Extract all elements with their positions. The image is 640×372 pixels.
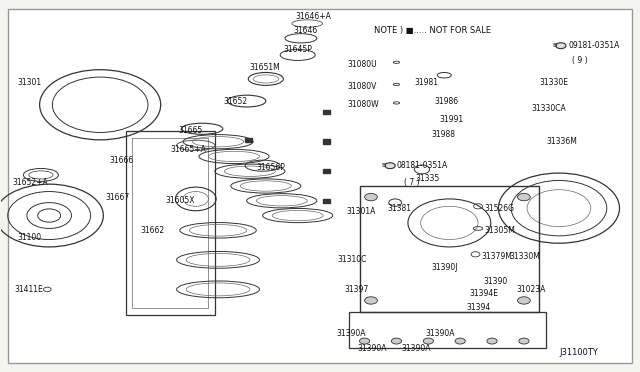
Bar bbox=[323, 140, 330, 144]
Text: 31390A: 31390A bbox=[401, 344, 431, 353]
Text: 31646+A: 31646+A bbox=[296, 12, 332, 21]
Text: 31381: 31381 bbox=[387, 203, 411, 213]
Circle shape bbox=[365, 193, 378, 201]
Text: 31646: 31646 bbox=[293, 26, 317, 35]
Text: 31100: 31100 bbox=[17, 233, 42, 242]
Text: 31080U: 31080U bbox=[348, 60, 377, 69]
Text: 31394E: 31394E bbox=[469, 289, 498, 298]
Text: 31394: 31394 bbox=[467, 303, 491, 312]
Circle shape bbox=[385, 163, 395, 169]
Bar bbox=[125, 131, 215, 315]
Text: 31665+A: 31665+A bbox=[170, 145, 206, 154]
Text: 31651M: 31651M bbox=[250, 63, 281, 72]
Text: 31336M: 31336M bbox=[546, 137, 577, 146]
Text: 31330CA: 31330CA bbox=[532, 104, 566, 113]
Text: ( 7 ): ( 7 ) bbox=[404, 178, 420, 187]
Text: 31986: 31986 bbox=[435, 97, 459, 106]
Bar bbox=[245, 138, 252, 142]
Text: 31988: 31988 bbox=[431, 130, 456, 139]
Bar bbox=[323, 169, 330, 173]
Text: 31301: 31301 bbox=[17, 78, 42, 87]
Text: 31330E: 31330E bbox=[540, 78, 569, 87]
Text: 31390A: 31390A bbox=[357, 344, 387, 353]
Text: 31667: 31667 bbox=[105, 193, 129, 202]
Text: 31397: 31397 bbox=[344, 285, 369, 294]
Circle shape bbox=[365, 297, 378, 304]
Text: 31390J: 31390J bbox=[431, 263, 458, 272]
Circle shape bbox=[518, 297, 531, 304]
Text: 31080W: 31080W bbox=[348, 100, 379, 109]
Text: 31330M: 31330M bbox=[510, 251, 541, 261]
Bar bbox=[132, 138, 209, 308]
Circle shape bbox=[519, 338, 529, 344]
Bar bbox=[349, 311, 546, 349]
Text: 31645P: 31645P bbox=[283, 45, 312, 54]
Bar bbox=[323, 199, 330, 203]
Text: 08181-0351A: 08181-0351A bbox=[396, 161, 448, 170]
Text: 31310C: 31310C bbox=[338, 255, 367, 264]
Text: 31666: 31666 bbox=[109, 155, 134, 165]
Text: 31411E: 31411E bbox=[14, 285, 43, 294]
Text: 31379M: 31379M bbox=[482, 251, 513, 261]
Text: 31665: 31665 bbox=[179, 126, 203, 135]
Text: 31652: 31652 bbox=[223, 97, 247, 106]
Circle shape bbox=[455, 338, 465, 344]
Circle shape bbox=[518, 193, 531, 201]
Text: 31390A: 31390A bbox=[425, 329, 454, 338]
Text: B: B bbox=[381, 163, 386, 168]
Text: J31100TY: J31100TY bbox=[559, 348, 598, 357]
Circle shape bbox=[392, 338, 401, 344]
Text: B: B bbox=[552, 43, 557, 48]
Text: ( 9 ): ( 9 ) bbox=[572, 56, 588, 65]
Circle shape bbox=[423, 338, 433, 344]
Text: 31526G: 31526G bbox=[484, 203, 515, 213]
Text: 31023A: 31023A bbox=[516, 285, 546, 294]
Text: NOTE ) ■..... NOT FOR SALE: NOTE ) ■..... NOT FOR SALE bbox=[374, 26, 491, 35]
Text: 31301A: 31301A bbox=[347, 207, 376, 217]
Text: 31656P: 31656P bbox=[256, 163, 285, 172]
Circle shape bbox=[487, 338, 497, 344]
Bar bbox=[323, 110, 330, 114]
Text: 31305M: 31305M bbox=[484, 226, 515, 235]
Bar bbox=[360, 186, 539, 311]
Text: 31652+A: 31652+A bbox=[13, 178, 49, 187]
Text: 31605X: 31605X bbox=[166, 196, 195, 205]
Text: 31981: 31981 bbox=[414, 78, 438, 87]
Circle shape bbox=[556, 43, 566, 49]
Text: 31390: 31390 bbox=[483, 278, 508, 286]
Text: 31390A: 31390A bbox=[336, 329, 365, 338]
Text: 31080V: 31080V bbox=[348, 82, 377, 91]
Text: 31991: 31991 bbox=[440, 115, 464, 124]
Circle shape bbox=[360, 338, 370, 344]
Text: 31335: 31335 bbox=[415, 174, 440, 183]
Text: 09181-0351A: 09181-0351A bbox=[568, 41, 620, 50]
Text: 31662: 31662 bbox=[140, 226, 164, 235]
